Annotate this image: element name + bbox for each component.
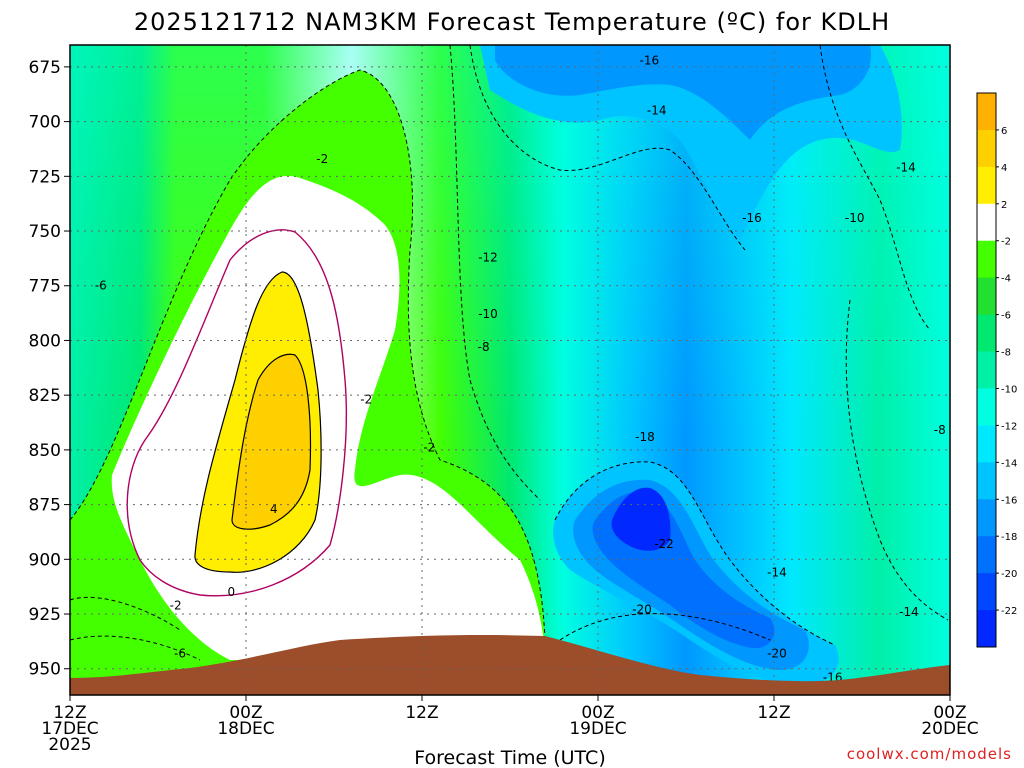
contour-label: -14: [899, 605, 919, 619]
colorbar-label: -12: [1001, 421, 1017, 432]
credit-text: coolwx.com/models: [847, 745, 1012, 763]
x-tick-label-line1: 12Z: [757, 703, 790, 723]
colorbar-swatch: [977, 277, 996, 316]
colorbar-swatch: [977, 314, 996, 353]
colorbar-swatch: [977, 93, 996, 131]
contour-label: -20: [767, 646, 787, 660]
colorbar-swatch: [977, 573, 996, 611]
y-tick-label: 725: [29, 167, 61, 187]
x-tick-label-line1: 12Z: [405, 703, 438, 723]
colorbar-label: 6: [1001, 126, 1007, 137]
colorbar-label: -6: [1001, 311, 1011, 322]
colorbar-swatch: [977, 166, 996, 205]
contour-label: -2: [316, 152, 328, 166]
colorbar-label: -20: [1001, 569, 1017, 580]
x-tick-label-line1: 00Z: [229, 703, 262, 723]
colorbar-swatch: [977, 388, 996, 426]
y-tick-label: 800: [29, 331, 61, 351]
colorbar-label: -2: [1001, 237, 1011, 248]
contour-label: -2: [423, 441, 435, 455]
y-tick-label: 825: [29, 386, 61, 406]
contour-label: -14: [767, 565, 787, 579]
contour-label: -14: [647, 104, 667, 118]
colorbar-label: -4: [1001, 274, 1011, 285]
colorbar-label: -22: [1001, 606, 1017, 617]
chart-title: 2025121712 NAM3KM Forecast Temperature (…: [134, 8, 890, 36]
y-tick-label: 750: [29, 222, 61, 242]
y-tick-label: 850: [29, 441, 61, 461]
contour-label: -8: [934, 423, 946, 437]
contour-label: -18: [635, 430, 655, 444]
contour-lines: [70, 45, 949, 661]
colorbar-label: -18: [1001, 532, 1017, 543]
x-tick-label-line1: 12Z: [53, 703, 86, 723]
colorbar-swatch: [977, 536, 996, 574]
colorbar-label: -14: [1001, 458, 1017, 469]
contour-label: -12: [478, 250, 498, 264]
contour-label: -16: [640, 53, 660, 67]
x-tick-label-line3: 2025: [48, 735, 91, 755]
colorbar-label: -8: [1001, 348, 1011, 359]
colorbar-swatch: [977, 462, 996, 500]
contour-label: -16: [742, 211, 762, 225]
y-tick-label: 675: [29, 58, 61, 78]
freezing-contour: [126, 229, 347, 597]
colorbar-swatch: [977, 240, 996, 279]
contour-label: -20: [632, 603, 652, 617]
x-tick-label-line1: 00Z: [581, 703, 614, 723]
band-minus22: [611, 487, 671, 551]
colorbar-label: -16: [1001, 495, 1017, 506]
x-tick-label-line2: 18DEC: [217, 719, 274, 739]
contour-label: -22: [654, 537, 674, 551]
contour-label: -2: [360, 393, 372, 407]
colorbar-swatch: [977, 203, 996, 242]
colorbar-swatch: [977, 499, 996, 537]
y-axis: 675 700 725 750 775 800 825 850 875 900 925 950: [29, 58, 70, 680]
y-tick-label: 700: [29, 113, 61, 133]
y-tick-label: 925: [29, 605, 61, 625]
contour-label: -10: [845, 211, 865, 225]
contour-label: -14: [896, 161, 916, 175]
x-tick-label-line2: 19DEC: [569, 719, 626, 739]
x-axis-label: Forecast Time (UTC): [414, 747, 605, 768]
colorbar-label: 4: [1001, 163, 1007, 174]
colorbar-swatch: [977, 425, 996, 463]
colorbar-swatch: [977, 351, 996, 389]
y-tick-label: 875: [29, 496, 61, 516]
contour-label: -6: [174, 646, 186, 660]
x-tick-label-line2: 17DEC: [41, 719, 98, 739]
y-tick-label: 775: [29, 277, 61, 297]
x-tick-label-line2: 20DEC: [921, 719, 978, 739]
plot-frame: [69, 44, 951, 696]
colorbar: 6 4 2 -2 -4 -6 -8 -10 -12 -14 -16 -18 -20 -22: [976, 92, 1017, 648]
contour-label: -10: [478, 307, 498, 321]
contour-label: 0: [228, 585, 236, 599]
temperature-field: -16 -14 -14 -16 -10 -12 -2 -6 -10 -8 -8 -2 -2 -18 4 -22…: [70, 45, 950, 695]
colorbar-label: 2: [1001, 200, 1007, 211]
colorbar-label: -10: [1001, 384, 1017, 395]
warm-contours: [194, 271, 322, 573]
contour-label: 4: [270, 502, 278, 516]
contour-label: -2: [170, 598, 182, 612]
colorbar-frame: [976, 92, 997, 648]
contour-label: -8: [478, 340, 490, 354]
colorbar-swatch: [977, 129, 996, 168]
band-minus16: [495, 45, 871, 140]
band-plus4: [232, 354, 311, 530]
y-tick-label: 900: [29, 550, 61, 570]
x-tick-label-line1: 00Z: [933, 703, 966, 723]
colorbar-swatch: [977, 610, 996, 648]
contour-label: -6: [95, 279, 107, 293]
y-tick-label: 950: [29, 660, 61, 680]
terrain: [70, 635, 950, 695]
